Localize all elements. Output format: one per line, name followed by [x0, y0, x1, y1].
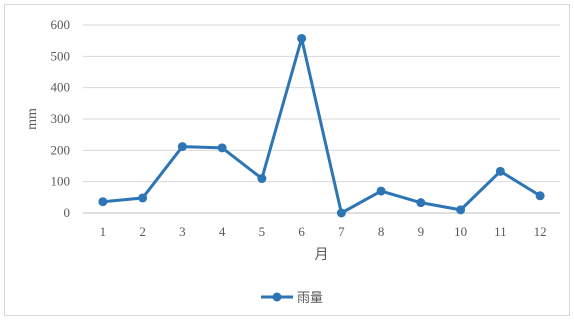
y-axis-ticks: 0 100 200 300 400 500 600 [51, 17, 71, 220]
x-axis-title: 月 [315, 247, 329, 263]
data-point [416, 198, 426, 208]
y-tick-label: 400 [51, 80, 71, 95]
x-axis-ticks: 1 2 3 4 5 6 7 8 9 10 11 12 [100, 224, 547, 239]
x-tick-label: 2 [139, 224, 146, 239]
y-tick-label: 0 [64, 205, 71, 220]
x-tick-label: 12 [534, 224, 547, 239]
legend-marker-swatch [272, 292, 282, 302]
y-tick-label: 600 [51, 17, 71, 32]
data-point [535, 191, 545, 201]
x-tick-label: 1 [100, 224, 107, 239]
x-tick-label: 10 [454, 224, 467, 239]
x-tick-label: 6 [298, 224, 305, 239]
legend-label: 雨量 [297, 290, 323, 305]
x-tick-label: 9 [418, 224, 425, 239]
x-tick-label: 3 [179, 224, 186, 239]
y-tick-label: 200 [51, 142, 71, 157]
x-tick-label: 11 [494, 224, 507, 239]
series-layer [98, 33, 545, 218]
y-tick-label: 300 [51, 111, 71, 126]
data-point [297, 33, 307, 43]
data-point [495, 166, 505, 176]
gridlines [83, 24, 560, 214]
x-tick-label: 7 [338, 224, 345, 239]
data-point [217, 143, 227, 153]
y-axis-title: mm [25, 108, 40, 130]
y-tick-label: 500 [51, 48, 71, 63]
data-point [257, 174, 267, 184]
data-point [98, 197, 108, 207]
data-point [336, 208, 346, 218]
data-point [138, 193, 148, 203]
legend: 雨量 [261, 290, 323, 305]
data-point [177, 142, 187, 152]
x-tick-label: 4 [219, 224, 226, 239]
data-point [456, 205, 466, 215]
series-line [101, 36, 542, 215]
x-tick-label: 8 [378, 224, 385, 239]
y-tick-label: 100 [51, 174, 71, 189]
x-tick-label: 5 [259, 224, 266, 239]
data-point [376, 186, 386, 196]
